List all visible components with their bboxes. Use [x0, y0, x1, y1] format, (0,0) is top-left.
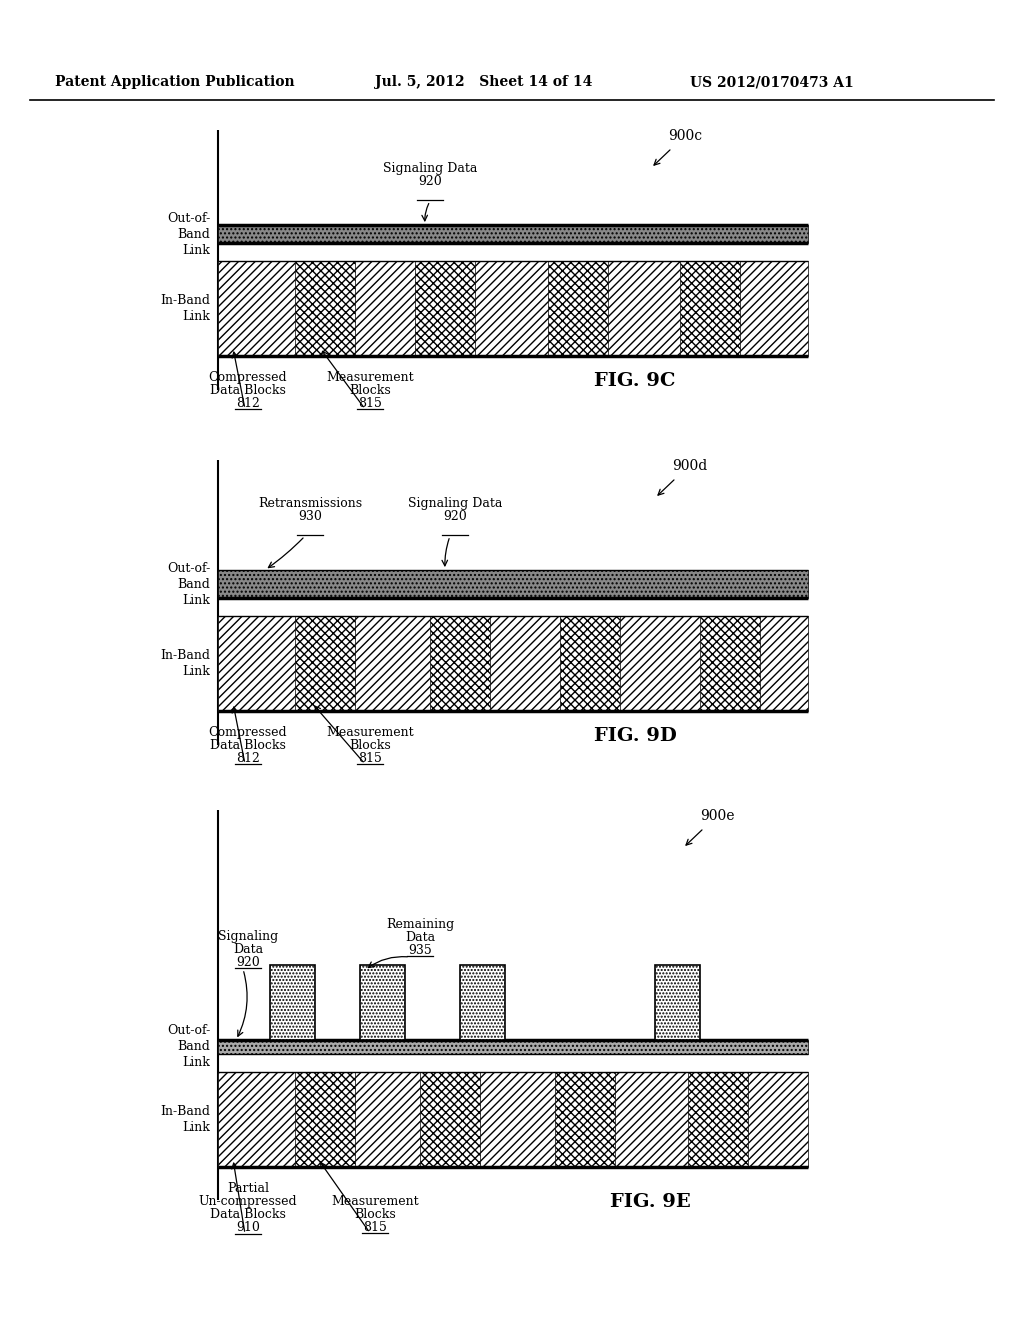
Bar — [295, 1072, 355, 1167]
Text: Patent Application Publication: Patent Application Publication — [55, 75, 295, 88]
Text: 900d: 900d — [672, 459, 708, 473]
Text: FIG. 9C: FIG. 9C — [594, 372, 676, 389]
Text: 920: 920 — [443, 510, 467, 523]
Bar — [415, 261, 475, 356]
Text: 812: 812 — [237, 397, 260, 411]
Text: Remaining: Remaining — [386, 917, 454, 931]
Bar — [420, 1072, 480, 1167]
Bar — [560, 616, 620, 711]
Bar — [295, 616, 355, 711]
Text: Signaling: Signaling — [218, 931, 279, 942]
Text: 910: 910 — [237, 1221, 260, 1234]
Bar — [218, 616, 808, 711]
Bar — [295, 261, 355, 356]
Text: Data: Data — [232, 942, 263, 956]
Text: Jul. 5, 2012   Sheet 14 of 14: Jul. 5, 2012 Sheet 14 of 14 — [375, 75, 592, 88]
Bar — [218, 224, 808, 243]
Text: Out-of-
Band
Link: Out-of- Band Link — [167, 561, 210, 606]
Bar — [555, 1072, 615, 1167]
Text: Data Blocks: Data Blocks — [210, 1208, 286, 1221]
Bar — [218, 570, 808, 598]
Text: 930: 930 — [298, 510, 322, 523]
Bar — [688, 1072, 748, 1167]
Text: 815: 815 — [358, 752, 382, 766]
Bar — [218, 1072, 808, 1167]
Text: Compressed: Compressed — [209, 371, 288, 384]
Text: FIG. 9E: FIG. 9E — [609, 1193, 690, 1210]
Text: Data: Data — [404, 931, 435, 944]
Text: FIG. 9D: FIG. 9D — [594, 727, 677, 744]
Text: Out-of-
Band
Link: Out-of- Band Link — [167, 1024, 210, 1069]
Text: 920: 920 — [418, 176, 442, 187]
Bar — [460, 965, 505, 1040]
Text: Blocks: Blocks — [354, 1208, 396, 1221]
Text: 812: 812 — [237, 752, 260, 766]
Bar — [218, 261, 808, 356]
Bar — [700, 616, 760, 711]
Text: Measurement: Measurement — [327, 371, 414, 384]
Bar — [655, 965, 700, 1040]
Bar — [270, 965, 315, 1040]
Text: 935: 935 — [409, 944, 432, 957]
Text: 815: 815 — [358, 397, 382, 411]
Text: Data Blocks: Data Blocks — [210, 739, 286, 752]
Text: Compressed: Compressed — [209, 726, 288, 739]
Text: Measurement: Measurement — [327, 726, 414, 739]
Text: 900e: 900e — [700, 809, 734, 822]
Text: Blocks: Blocks — [349, 384, 391, 397]
Text: In-Band
Link: In-Band Link — [160, 649, 210, 678]
Text: In-Band
Link: In-Band Link — [160, 294, 210, 323]
Text: 920: 920 — [237, 956, 260, 969]
Bar — [680, 261, 740, 356]
Text: Signaling Data: Signaling Data — [408, 498, 502, 510]
Text: Measurement: Measurement — [331, 1195, 419, 1208]
Bar — [548, 261, 608, 356]
Bar — [430, 616, 490, 711]
Text: 900c: 900c — [668, 129, 702, 143]
Text: Signaling Data: Signaling Data — [383, 162, 477, 176]
Text: 815: 815 — [364, 1221, 387, 1234]
Bar — [218, 1040, 808, 1053]
Text: Out-of-
Band
Link: Out-of- Band Link — [167, 211, 210, 256]
Bar — [360, 965, 406, 1040]
Text: Blocks: Blocks — [349, 739, 391, 752]
Text: Un-compressed: Un-compressed — [199, 1195, 297, 1208]
Text: Partial: Partial — [227, 1181, 269, 1195]
Text: US 2012/0170473 A1: US 2012/0170473 A1 — [690, 75, 854, 88]
Text: In-Band
Link: In-Band Link — [160, 1105, 210, 1134]
Text: Data Blocks: Data Blocks — [210, 384, 286, 397]
Text: Retransmissions: Retransmissions — [258, 498, 362, 510]
